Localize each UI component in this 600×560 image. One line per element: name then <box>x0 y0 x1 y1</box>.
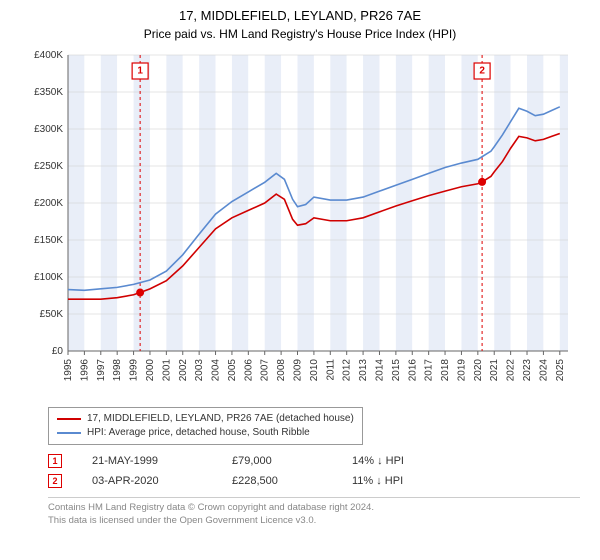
svg-text:2004: 2004 <box>211 359 222 382</box>
svg-text:2: 2 <box>479 66 485 77</box>
legend-line-red <box>57 418 81 420</box>
chart-container: 17, MIDDLEFIELD, LEYLAND, PR26 7AE Price… <box>0 0 600 560</box>
chart-title: 17, MIDDLEFIELD, LEYLAND, PR26 7AE <box>0 0 600 23</box>
sale-price-1: £79,000 <box>232 455 322 467</box>
sale-marker-2: 2 <box>48 474 62 488</box>
svg-text:£200K: £200K <box>34 198 63 209</box>
svg-text:£50K: £50K <box>40 309 64 320</box>
sale-marker-1: 1 <box>48 454 62 468</box>
svg-text:£300K: £300K <box>34 124 63 135</box>
svg-text:2021: 2021 <box>489 359 500 382</box>
svg-text:2001: 2001 <box>161 359 172 382</box>
svg-text:2022: 2022 <box>506 359 517 382</box>
svg-text:1: 1 <box>137 66 143 77</box>
legend-label-red: 17, MIDDLEFIELD, LEYLAND, PR26 7AE (deta… <box>87 412 354 426</box>
svg-text:2018: 2018 <box>440 359 451 382</box>
svg-text:2013: 2013 <box>358 359 369 382</box>
svg-text:£150K: £150K <box>34 235 63 246</box>
svg-text:2024: 2024 <box>538 359 549 382</box>
sale-pct-2: 11% ↓ HPI <box>352 475 442 487</box>
svg-text:£100K: £100K <box>34 272 63 283</box>
chart-subtitle: Price paid vs. HM Land Registry's House … <box>0 23 600 47</box>
svg-text:1999: 1999 <box>129 359 140 382</box>
svg-text:1996: 1996 <box>79 359 90 382</box>
attribution: Contains HM Land Registry data © Crown c… <box>48 497 580 528</box>
legend-item-blue: HPI: Average price, detached house, Sout… <box>57 426 354 440</box>
sale-date-2: 03-APR-2020 <box>92 475 202 487</box>
svg-text:£250K: £250K <box>34 161 63 172</box>
legend-item-red: 17, MIDDLEFIELD, LEYLAND, PR26 7AE (deta… <box>57 412 354 426</box>
svg-text:2014: 2014 <box>374 359 385 382</box>
attribution-line2: This data is licensed under the Open Gov… <box>48 515 580 528</box>
svg-text:2002: 2002 <box>178 359 189 382</box>
legend: 17, MIDDLEFIELD, LEYLAND, PR26 7AE (deta… <box>48 407 363 445</box>
svg-text:2006: 2006 <box>243 359 254 382</box>
svg-text:2019: 2019 <box>456 359 467 382</box>
sales-table: 1 21-MAY-1999 £79,000 14% ↓ HPI 2 03-APR… <box>48 451 580 491</box>
svg-text:2000: 2000 <box>145 359 156 382</box>
svg-text:2020: 2020 <box>473 359 484 382</box>
svg-text:£400K: £400K <box>34 50 63 61</box>
attribution-line1: Contains HM Land Registry data © Crown c… <box>48 502 580 515</box>
chart-svg: £0 £50K £100K £150K £200K £250K £300K £350K £400… <box>20 47 580 397</box>
svg-text:2003: 2003 <box>194 359 205 382</box>
svg-text:1995: 1995 <box>63 359 74 382</box>
sale-row-2: 2 03-APR-2020 £228,500 11% ↓ HPI <box>48 471 580 491</box>
svg-text:2007: 2007 <box>260 359 271 382</box>
svg-text:2008: 2008 <box>276 359 287 382</box>
svg-text:1997: 1997 <box>96 359 107 382</box>
svg-text:2010: 2010 <box>309 359 320 382</box>
sale-pct-1: 14% ↓ HPI <box>352 455 442 467</box>
svg-text:£0: £0 <box>52 346 64 357</box>
svg-text:2015: 2015 <box>391 359 402 382</box>
svg-text:2005: 2005 <box>227 359 238 382</box>
svg-text:2017: 2017 <box>424 359 435 382</box>
chart-area: £0 £50K £100K £150K £200K £250K £300K £350K £400… <box>20 47 580 397</box>
svg-text:£350K: £350K <box>34 87 63 98</box>
svg-text:2016: 2016 <box>407 359 418 382</box>
sale-row-1: 1 21-MAY-1999 £79,000 14% ↓ HPI <box>48 451 580 471</box>
svg-text:2009: 2009 <box>293 359 304 382</box>
legend-line-blue <box>57 432 81 434</box>
svg-text:2011: 2011 <box>325 359 336 381</box>
svg-text:2025: 2025 <box>555 359 566 382</box>
sale-date-1: 21-MAY-1999 <box>92 455 202 467</box>
svg-text:2012: 2012 <box>342 359 353 382</box>
svg-text:1998: 1998 <box>112 359 123 382</box>
sale-price-2: £228,500 <box>232 475 322 487</box>
svg-text:2023: 2023 <box>522 359 533 382</box>
legend-label-blue: HPI: Average price, detached house, Sout… <box>87 426 310 440</box>
